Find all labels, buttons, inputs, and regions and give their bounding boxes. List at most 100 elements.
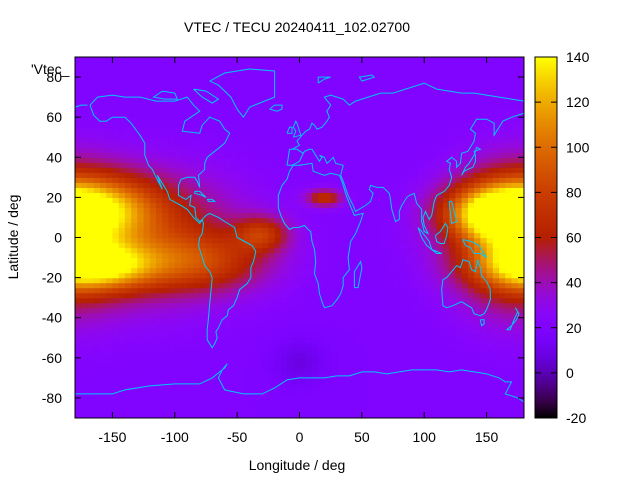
heatmap-cell [517,317,524,324]
heatmap-cell [499,392,506,399]
heatmap-cell [311,342,319,349]
heatmap-cell [137,367,145,374]
heatmap-cell [149,177,157,183]
heatmap-cell [181,242,188,249]
heatmap-cell [218,187,226,193]
heatmap-cell [262,297,269,304]
heatmap-cell [262,257,269,264]
heatmap-cell [268,192,276,198]
heatmap-cell [149,67,157,73]
heatmap-cell [193,82,201,88]
heatmap-cell [143,167,151,173]
heatmap-cell [299,272,307,279]
heatmap-cell [81,302,89,309]
heatmap-cell [262,372,269,379]
heatmap-cell [168,177,176,183]
heatmap-cell [162,262,170,269]
heatmap-cell [287,312,294,319]
heatmap-cell [230,197,238,203]
heatmap-cell [124,242,132,249]
heatmap-cell [93,242,101,249]
heatmap-cell [224,297,232,304]
heatmap-cell [162,407,170,414]
heatmap-cell [405,77,413,83]
heatmap-cell [299,352,307,359]
heatmap-cell [193,222,201,229]
heatmap-cell [343,227,350,234]
heatmap-cell [205,232,213,239]
heatmap-cell [330,357,338,364]
heatmap-cell [411,187,419,193]
heatmap-cell [355,142,363,148]
heatmap-cell [131,272,138,279]
heatmap-cell [417,322,425,329]
heatmap-cell [212,272,220,279]
heatmap-cell [156,222,163,229]
heatmap-cell [193,282,201,289]
heatmap-cell [511,207,519,214]
heatmap-cell [311,197,319,203]
heatmap-cell [442,92,450,98]
heatmap-cell [311,277,319,284]
heatmap-cell [274,122,282,128]
heatmap-cell [93,377,101,384]
heatmap-cell [361,347,369,354]
heatmap-cell [75,317,82,324]
heatmap-cell [318,347,326,354]
heatmap-cell [205,292,213,299]
heatmap-cell [174,87,182,93]
heatmap-cell [174,217,182,224]
heatmap-cell [461,342,469,349]
heatmap-cell [517,407,524,414]
heatmap-cell [262,97,269,103]
heatmap-cell [349,112,357,118]
heatmap-cell [517,142,524,148]
heatmap-cell [124,222,132,229]
heatmap-cell [511,227,519,234]
heatmap-cell [143,162,151,168]
heatmap-cell [349,152,357,158]
heatmap-cell [449,287,457,294]
heatmap-cell [349,87,357,93]
heatmap-cell [243,77,251,83]
heatmap-cell [424,267,432,274]
heatmap-cell [305,197,313,203]
heatmap-cell [243,402,251,409]
heatmap-cell [442,287,450,294]
heatmap-cell [224,122,232,128]
heatmap-cell [187,327,195,334]
heatmap-cell [486,172,494,178]
heatmap-cell [442,297,450,304]
heatmap-cell [224,277,232,284]
heatmap-cell [274,412,282,418]
heatmap-cell [305,412,313,418]
heatmap-cell [368,102,375,108]
heatmap-cell [393,127,400,133]
heatmap-cell [474,307,481,314]
heatmap-cell [243,387,251,394]
heatmap-cell [461,382,469,389]
heatmap-cell [287,322,294,329]
heatmap-cell [405,197,413,203]
heatmap-cell [474,347,481,354]
heatmap-cell [511,197,519,203]
heatmap-cell [355,167,363,173]
heatmap-cell [511,127,519,133]
heatmap-cell [156,102,163,108]
heatmap-cell [274,77,282,83]
heatmap-cell [162,402,170,409]
heatmap-cell [517,232,524,239]
heatmap-cell [212,292,220,299]
heatmap-cell [349,332,357,339]
heatmap-cell [181,217,188,224]
heatmap-cell [417,277,425,284]
heatmap-cell [268,277,276,284]
heatmap-cell [343,377,350,384]
heatmap-cell [193,257,201,264]
heatmap-cell [131,222,138,229]
heatmap-cell [75,162,82,168]
heatmap-cell [405,82,413,88]
heatmap-cell [474,222,481,229]
heatmap-cell [168,257,176,264]
heatmap-cell [193,287,201,294]
